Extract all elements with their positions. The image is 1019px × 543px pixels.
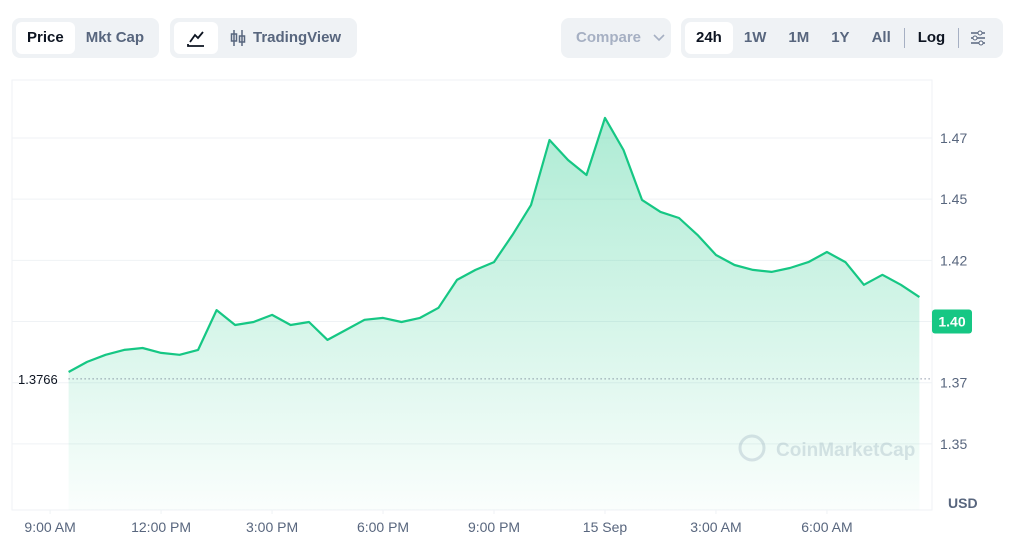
- line-chart-button[interactable]: [174, 22, 218, 54]
- separator: [958, 28, 960, 48]
- compare-dropdown[interactable]: Compare: [561, 18, 671, 58]
- range-all[interactable]: All: [871, 29, 891, 46]
- x-tick-label: 15 Sep: [583, 519, 628, 535]
- y-tick-label: 1.37: [940, 375, 967, 391]
- range-24h[interactable]: 24h: [685, 22, 733, 54]
- x-tick-label: 6:00 PM: [357, 519, 409, 535]
- tradingview-button[interactable]: TradingView: [218, 22, 352, 54]
- price-line: [68, 116, 921, 373]
- current-price-label: 1.40: [938, 314, 965, 330]
- x-tick-label: 9:00 PM: [468, 519, 520, 535]
- x-tick-label: 3:00 PM: [246, 519, 298, 535]
- plot-frame: [11, 79, 933, 511]
- range-toggle: 24h 1W 1M 1Y All Log: [681, 18, 1003, 58]
- chevron: [653, 34, 665, 42]
- x-tick-label: 3:00 AM: [690, 519, 741, 535]
- x-tick-label: 9:00 AM: [24, 519, 75, 535]
- candle-icon: [230, 30, 246, 46]
- y-tick-label: 1.45: [940, 191, 967, 207]
- price-area: [68, 117, 920, 511]
- range-1m[interactable]: 1M: [788, 29, 810, 46]
- mkt-cap-tab[interactable]: Mkt Cap: [85, 29, 145, 46]
- watermark: CoinMarketCap: [738, 434, 915, 462]
- compare-label: Compare: [576, 29, 642, 46]
- range-1y[interactable]: 1Y: [831, 29, 850, 46]
- open-price-label: 1.3766: [18, 372, 58, 387]
- settings-icon: [971, 30, 986, 46]
- y-tick-label: 1.42: [940, 252, 967, 268]
- metric-toggle: Price Mkt Cap: [12, 18, 159, 58]
- chart-style-toggle: TradingView: [170, 18, 357, 58]
- y-tick-label: 1.47: [940, 130, 967, 146]
- y-tick-label: 1.35: [940, 436, 967, 452]
- y-unit: USD: [948, 495, 978, 511]
- watermark-text: CoinMarketCap: [776, 440, 915, 461]
- y-tick-label: 1.40: [940, 314, 967, 330]
- log-toggle[interactable]: Log: [917, 29, 946, 46]
- settings-button[interactable]: [961, 22, 995, 54]
- watermark-logo: [738, 434, 766, 462]
- x-tick-label: 12:00 PM: [131, 519, 191, 535]
- x-tick-label: 6:00 AM: [801, 519, 852, 535]
- separator: [903, 28, 905, 48]
- line-icon: [187, 31, 204, 47]
- current-price-badge: [932, 309, 972, 334]
- price-tab[interactable]: Price: [16, 22, 75, 54]
- range-1w[interactable]: 1W: [743, 29, 767, 46]
- tradingview-label: TradingView: [253, 29, 342, 46]
